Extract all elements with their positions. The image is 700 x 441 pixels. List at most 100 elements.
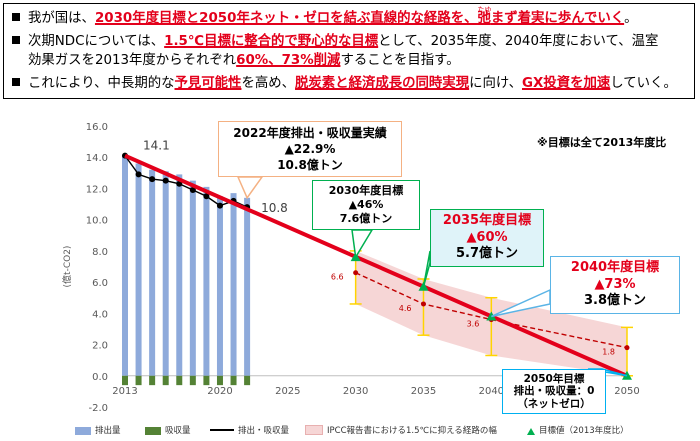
note-text: 我が国は、 [28, 11, 95, 26]
x-tick-label: 2030 [343, 386, 368, 397]
ipcc-center-point [624, 345, 630, 351]
net-emission-point [135, 171, 142, 178]
net-emission-point [162, 177, 169, 184]
data-label: 10.8 [261, 201, 288, 215]
ipcc-value-label: 1.8 [602, 348, 615, 357]
legend-swatch [210, 429, 234, 431]
bullet-square [12, 36, 20, 44]
note-text: 効果ガスを2013年度からそれぞれ [28, 53, 237, 68]
note-emphasis: 弛たゆ [477, 6, 491, 26]
ruby-reading: たゆ [477, 6, 492, 14]
note-text: することを目指す。 [340, 53, 460, 68]
absorption-bar [216, 375, 223, 386]
callout-2022: 2022年度排出・吸収量実績 ▲22.9% 10.8億トン [218, 121, 402, 177]
bullet-square [12, 78, 20, 86]
callout-line: 3.8億トン [583, 293, 647, 309]
emission-bar [176, 174, 183, 376]
emission-bar [122, 155, 128, 376]
x-tick-label: 2013 [112, 386, 137, 397]
absorption-bar [230, 375, 237, 386]
emission-bar [203, 186, 210, 376]
callout-line: 2030年度目標 [328, 184, 404, 197]
y-tick-label: 2.0 [92, 341, 108, 352]
callout-line: 7.6億トン [339, 212, 393, 225]
y-tick-label: 0.0 [92, 372, 108, 383]
callout-line: 2022年度排出・吸収量実績 [233, 126, 387, 140]
callout-line: ▲60% [466, 229, 508, 245]
emissions-chart: 16.0 14.0 12.0 10.0 8.0 6.0 4.0 2.0 0.0 -2.0 2013 2… [61, 122, 666, 414]
callout-2040: 2040年度目標 ▲73% 3.8億トン [550, 256, 680, 314]
emission-bar [230, 193, 237, 376]
legend-label: 排出・吸収量 [238, 426, 290, 436]
note-1: 我が国は、2030年度目標と2050年ネット・ゼロを結ぶ直線的な経路を、弛 たゆま… [12, 6, 638, 27]
note-emphasis: 1.5℃目標に整合的で野心的な目標 [164, 34, 379, 49]
y-tick-label: 8.0 [92, 247, 108, 258]
net-emission-line [124, 155, 248, 208]
absorption-bar [122, 375, 128, 386]
callout-2035: 2035年度目標 ▲60% 5.7億トン [430, 209, 544, 267]
legend-item: 吸収量 [145, 424, 191, 436]
note-4: これにより、中長期的な予見可能性を高め、脱炭素と経済成長の同時実現に向け、GX投… [12, 76, 677, 92]
note-emphasis: 予見可能性 [174, 76, 242, 91]
callout-pointer [236, 176, 264, 200]
callout-line: ▲73% [594, 276, 636, 292]
y-axis-label: (億t-CO2) [61, 246, 73, 288]
net-emission-point [189, 187, 196, 194]
callout-line: 排出・吸収量：0 [513, 385, 595, 398]
ipcc-value-label: 6.6 [331, 273, 344, 282]
ipcc-value-label: 4.6 [399, 304, 412, 313]
legend-swatch [75, 427, 91, 435]
bullet-square [12, 13, 20, 21]
net-emission-point [203, 193, 210, 200]
callout-line: ▲46% [348, 198, 384, 211]
callout-line: 2040年度目標 [570, 260, 660, 275]
emission-bar [135, 163, 142, 376]
y-tick-label: 10.0 [86, 216, 108, 227]
legend-swatch [145, 427, 161, 435]
emission-bar [149, 169, 156, 376]
callout-line: ▲22.9% [284, 142, 336, 156]
note-text: を高め、 [241, 76, 296, 91]
data-label: 14.1 [143, 139, 170, 153]
callout-line: 5.7億トン [455, 246, 519, 262]
x-tick-label: 2025 [275, 386, 300, 397]
x-tick-label: 2020 [207, 386, 232, 397]
y-tick-label: 12.0 [86, 184, 108, 195]
legend-item: 目標値（2013年度比） [527, 424, 629, 436]
emission-bar [189, 180, 196, 376]
callout-pointer [351, 229, 374, 260]
y-tick-label: 6.0 [92, 278, 108, 289]
net-emission-point [149, 176, 156, 183]
net-zero-pathway-line [124, 153, 628, 378]
note-text: していく。 [610, 76, 677, 91]
note-emphasis: 脱炭素と経済成長の同時実現 [295, 76, 470, 91]
callout-line: 2035年度目標 [442, 213, 532, 228]
note-3: 効果ガスを2013年度からそれぞれ60%、73%削減することを目指す。 [28, 53, 460, 69]
y-tick-label: 16.0 [86, 122, 108, 133]
emission-bar [244, 197, 251, 376]
net-emission-point [216, 202, 223, 209]
callout-2030: 2030年度目標 ▲46% 7.6億トン [312, 180, 420, 230]
absorption-bar [162, 375, 169, 386]
ipcc-center-point [353, 270, 359, 276]
x-tick-label: 2035 [411, 386, 436, 397]
x-tick-label: 2040 [479, 386, 504, 397]
note-emphasis: 2030年度目標と2050年ネット・ゼロを結ぶ直線的な経路を、 [94, 11, 478, 26]
legend-swatch [305, 425, 323, 435]
legend-label: 目標値（2013年度比） [539, 426, 629, 436]
y-tick-label: -2.0 [88, 403, 108, 414]
y-tick-label: 14.0 [86, 153, 108, 164]
callout-line: 2050年目標 [523, 373, 585, 385]
legend-label: 排出量 [95, 426, 121, 436]
callout-line: 10.8億トン [277, 158, 343, 172]
legend-swatch [527, 428, 535, 435]
absorption-bar [203, 375, 210, 386]
emission-bar [162, 171, 169, 376]
note-text: ※目標は全て2013年度比 [537, 135, 666, 149]
note-emphasis: 60%、73%削減 [236, 53, 341, 68]
note-emphasis: GX投資を加速 [522, 76, 611, 91]
note-emphasis: まず着実に歩んでいく [490, 11, 625, 26]
emission-bar [216, 196, 223, 376]
legend-item: 排出量 [75, 424, 121, 436]
y-tick-label: 4.0 [92, 309, 108, 320]
